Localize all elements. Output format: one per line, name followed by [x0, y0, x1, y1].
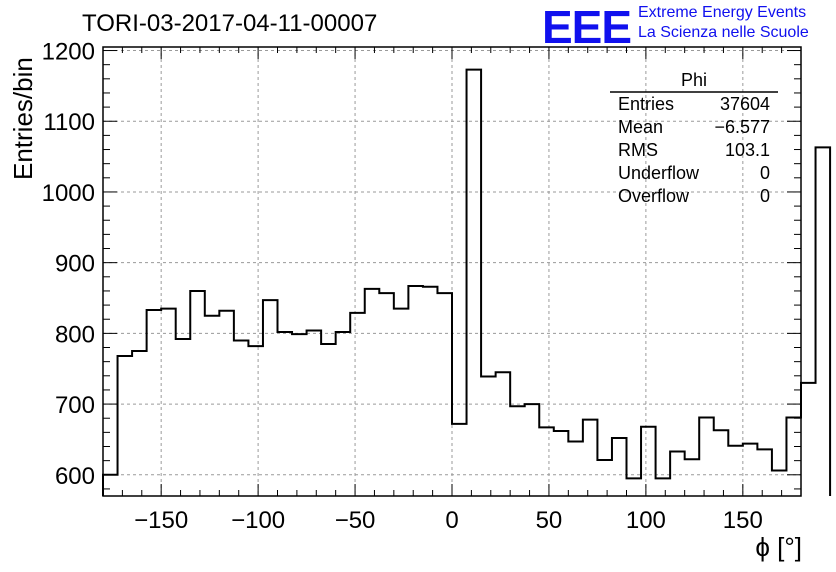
histogram-bin	[176, 339, 191, 496]
stats-value-entries: 37604	[719, 94, 770, 114]
histogram-bin	[743, 444, 758, 496]
logo-line-1: Extreme Energy Events	[638, 4, 807, 21]
histogram-bin	[496, 372, 511, 496]
histogram-bin	[568, 442, 583, 496]
histogram-bin	[161, 309, 176, 496]
logo-line-2: La Scienza nelle Scuole	[638, 24, 809, 41]
stats-value-overflow: 0	[759, 186, 770, 206]
x-tick-label: −50	[335, 507, 376, 534]
chart-title: TORI-03-2017-04-11-00007	[82, 10, 378, 37]
histogram-bin	[248, 346, 263, 496]
histogram-bin	[539, 427, 554, 496]
x-axis-label: ϕ [°]	[755, 532, 802, 562]
stats-value-underflow: 0	[759, 163, 770, 183]
x-tick-label: 0	[445, 507, 458, 534]
histogram-bin	[627, 478, 642, 496]
histogram-series-line	[102, 68, 832, 496]
histogram-bin	[467, 70, 482, 496]
histogram-bin	[394, 309, 409, 496]
stats-value-mean: −6.577	[714, 117, 770, 137]
histogram-bin	[118, 356, 133, 496]
y-tick-label: 1000	[42, 180, 95, 207]
histogram-bin	[757, 449, 772, 496]
y-tick-label: 700	[55, 392, 95, 419]
histogram-bin	[597, 460, 612, 496]
stats-label-rms: RMS	[618, 140, 658, 160]
histogram-bin	[205, 316, 220, 496]
histogram-bin	[278, 332, 293, 496]
y-axis-label: Entries/bin	[8, 57, 38, 180]
histogram-bin	[350, 313, 365, 496]
eee-logo: EEE	[542, 1, 632, 53]
y-tick-label: 800	[55, 321, 95, 348]
histogram-bin	[132, 351, 147, 496]
histogram-bin	[612, 438, 627, 496]
histogram-bin	[321, 344, 336, 496]
histogram-bin	[801, 383, 816, 496]
histogram-bin	[525, 404, 540, 496]
histogram-bin	[379, 293, 394, 496]
histogram-bin	[234, 340, 249, 496]
histogram-bin	[307, 331, 322, 496]
y-tick-label: 600	[55, 463, 95, 490]
y-tick-label: 1100	[43, 109, 95, 136]
histogram-bin	[685, 459, 700, 496]
histogram-bin	[292, 334, 307, 496]
histogram-bin	[103, 475, 118, 496]
y-tick-label: 1200	[42, 39, 95, 66]
x-tick-label: 150	[723, 507, 763, 534]
histogram-bin	[408, 286, 423, 496]
x-tick-label: −100	[231, 507, 285, 534]
x-tick-label: 100	[626, 507, 666, 534]
histogram-bin	[336, 332, 351, 496]
histogram-bin	[670, 451, 685, 496]
stats-value-rms: 103.1	[724, 140, 770, 160]
histogram-bin	[714, 430, 729, 496]
histogram-bin	[641, 427, 656, 496]
x-tick-label: 50	[536, 507, 563, 534]
stats-box-title: Phi	[680, 70, 707, 90]
stats-label-underflow: Underflow	[618, 163, 700, 183]
histogram-bin	[786, 418, 801, 496]
stats-label-entries: Entries	[618, 94, 675, 114]
histogram-bin	[699, 418, 714, 496]
histogram-bin	[772, 471, 787, 496]
histogram-bin	[510, 406, 525, 496]
histogram-bin	[728, 446, 743, 496]
x-tick-label: −150	[134, 507, 188, 534]
histogram-bin	[147, 310, 162, 496]
histogram-bin	[423, 287, 438, 496]
histogram-bin	[816, 147, 831, 496]
histogram-bin	[365, 289, 380, 496]
histogram-bin	[452, 424, 467, 496]
histogram-bin	[263, 300, 278, 496]
y-tick-label: 900	[55, 251, 95, 278]
histogram-bin	[437, 293, 452, 496]
histogram-bin	[656, 478, 671, 496]
stats-label-mean: Mean	[618, 117, 664, 137]
histogram-bin	[219, 311, 234, 496]
histogram-bin	[554, 431, 569, 496]
histogram-bin	[481, 377, 496, 496]
stats-label-overflow: Overflow	[618, 186, 690, 206]
histogram-bin	[190, 291, 205, 496]
histogram-bin	[583, 420, 598, 496]
